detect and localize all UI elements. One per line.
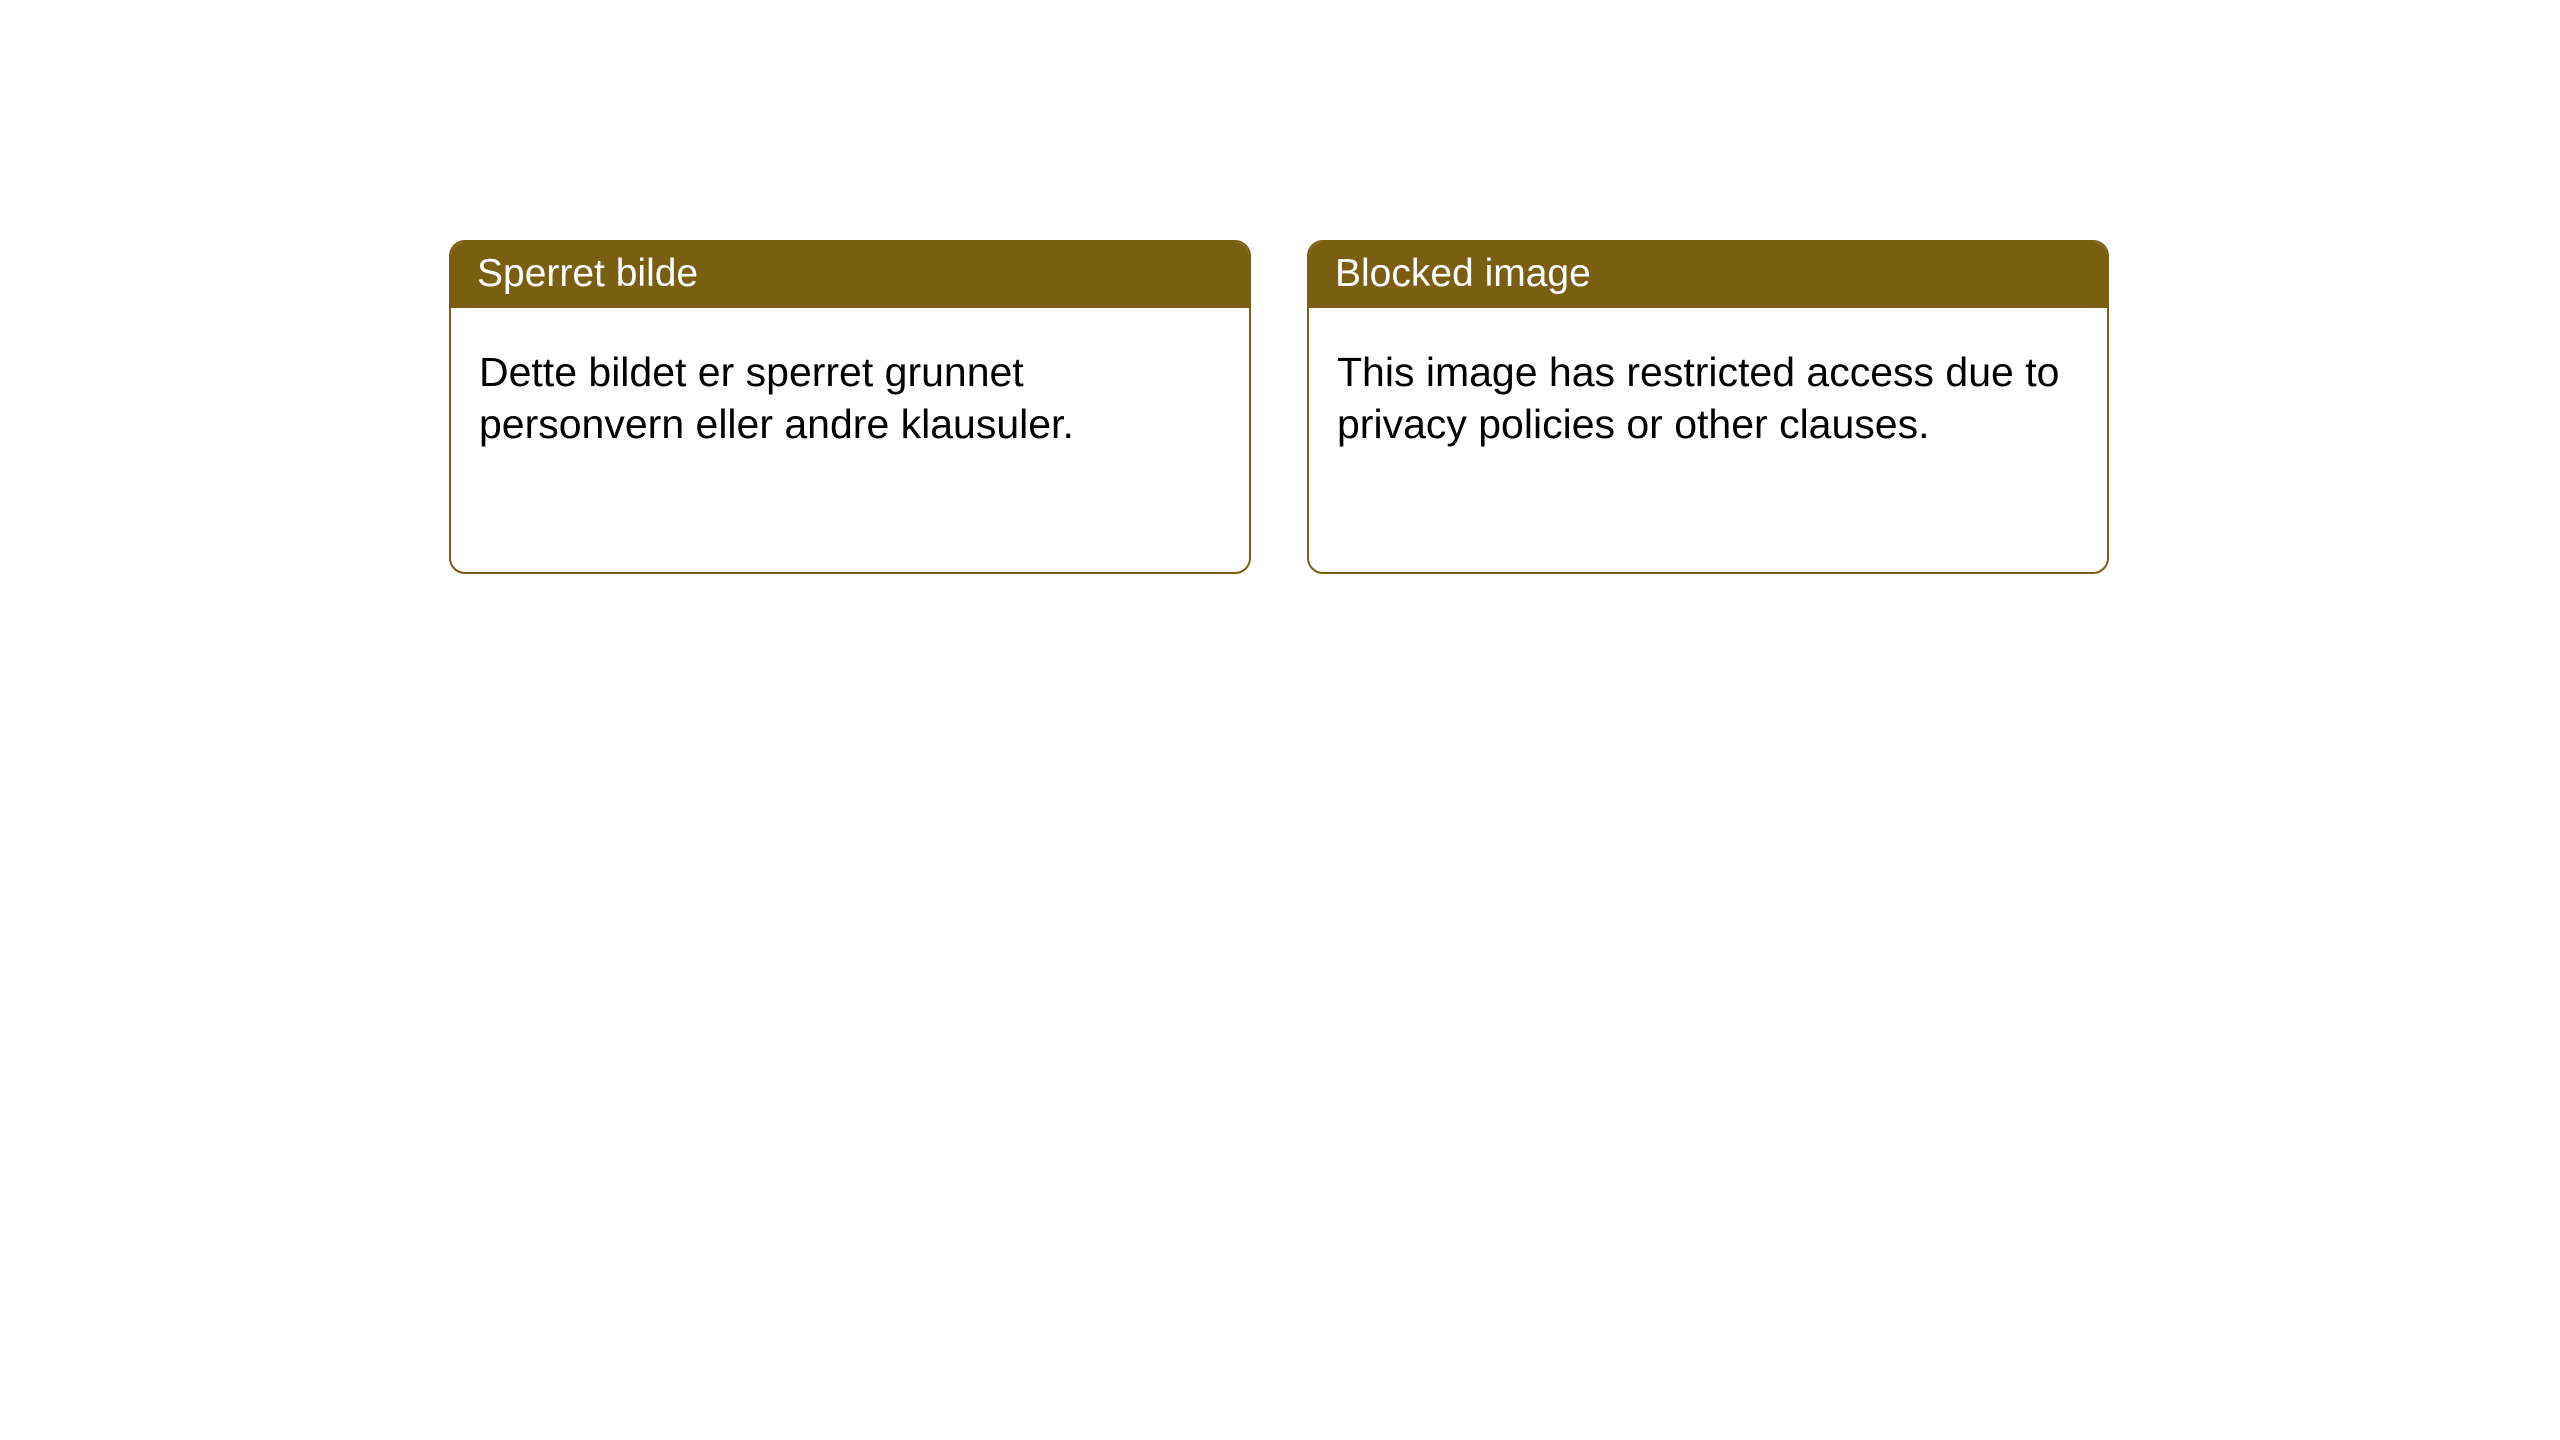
card-body: Dette bildet er sperret grunnet personve… bbox=[451, 308, 1249, 479]
card-body: This image has restricted access due to … bbox=[1309, 308, 2107, 479]
notice-container: Sperret bilde Dette bildet er sperret gr… bbox=[449, 240, 2109, 574]
card-header: Blocked image bbox=[1309, 242, 2107, 308]
card-body-text: This image has restricted access due to … bbox=[1337, 349, 2059, 447]
blocked-image-card-no: Sperret bilde Dette bildet er sperret gr… bbox=[449, 240, 1251, 574]
card-body-text: Dette bildet er sperret grunnet personve… bbox=[479, 349, 1074, 447]
blocked-image-card-en: Blocked image This image has restricted … bbox=[1307, 240, 2109, 574]
card-title: Sperret bilde bbox=[477, 252, 698, 295]
card-header: Sperret bilde bbox=[451, 242, 1249, 308]
card-title: Blocked image bbox=[1335, 252, 1591, 295]
